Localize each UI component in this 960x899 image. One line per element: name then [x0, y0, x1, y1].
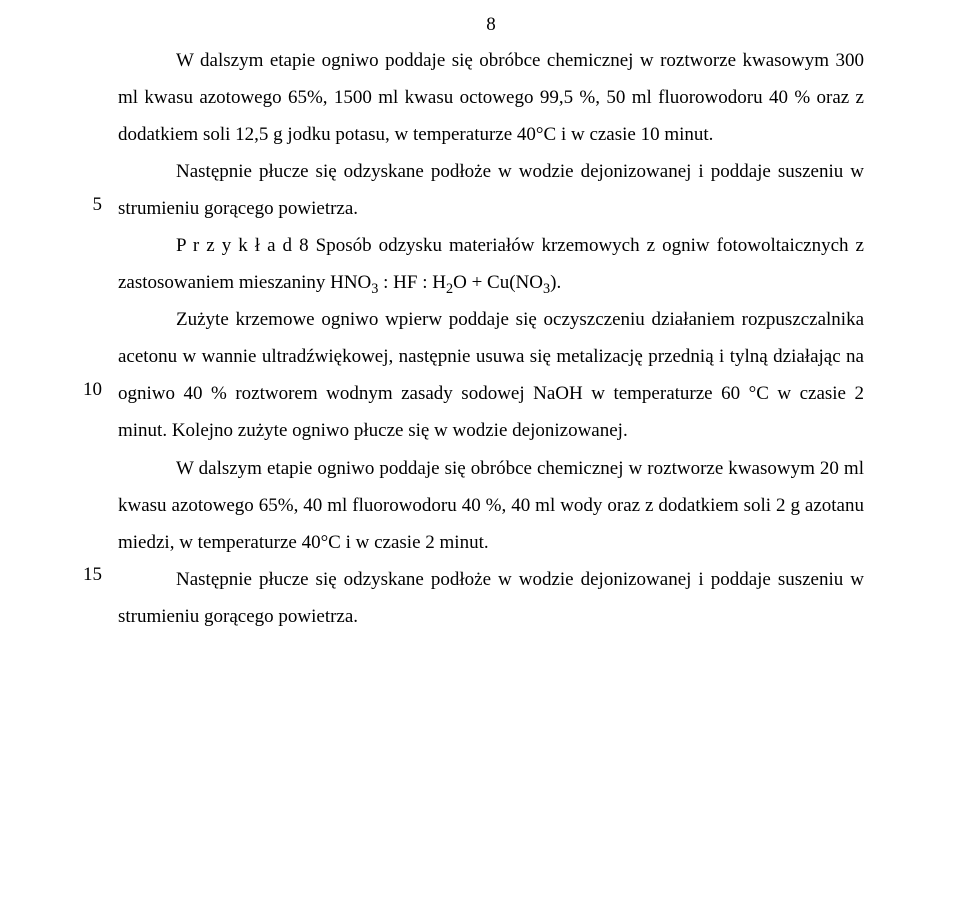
- document-page: 8 5 10 15 W dalszym etapie ogniwo poddaj…: [0, 0, 960, 635]
- line-number-10: 10: [62, 371, 102, 408]
- paragraph-3-text: : HF : H: [378, 272, 446, 293]
- example-label: P r z y k ł a d 8: [176, 235, 309, 256]
- paragraph-2: Następnie płucze się odzyskane podłoże w…: [118, 153, 864, 227]
- paragraph-5: W dalszym etapie ogniwo poddaje się obró…: [118, 450, 864, 561]
- paragraph-3-text: ).: [550, 272, 561, 293]
- body-text: 5 10 15 W dalszym etapie ogniwo poddaje …: [118, 42, 864, 635]
- line-number-15: 15: [62, 556, 102, 593]
- line-number-5: 5: [62, 186, 102, 223]
- paragraph-1: W dalszym etapie ogniwo poddaje się obró…: [118, 42, 864, 153]
- paragraph-3: P r z y k ł a d 8 Sposób odzysku materia…: [118, 227, 864, 301]
- paragraph-3-text: O + Cu(NO: [453, 272, 543, 293]
- page-number: 8: [118, 14, 864, 36]
- paragraph-6: Następnie płucze się odzyskane podłoże w…: [118, 561, 864, 635]
- paragraph-4: Zużyte krzemowe ogniwo wpierw poddaje si…: [118, 301, 864, 449]
